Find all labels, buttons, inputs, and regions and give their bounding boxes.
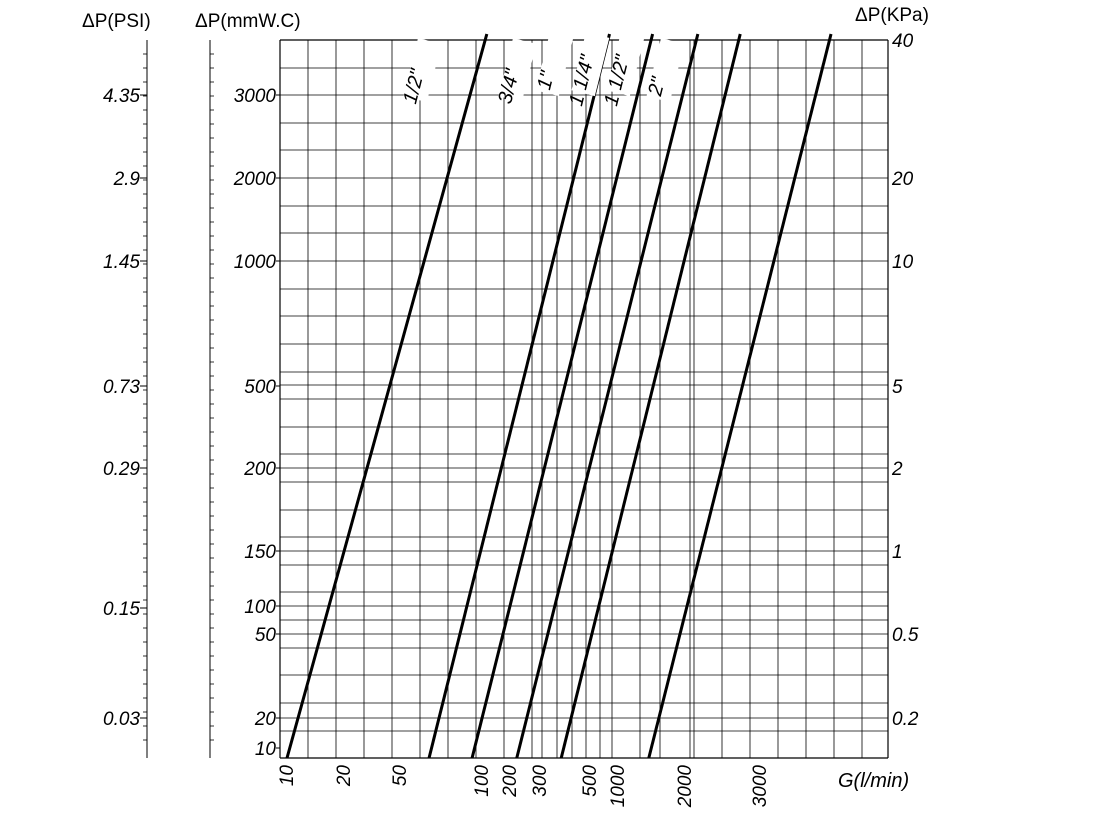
curve-label-background — [646, 38, 685, 103]
x-axis-label: G(l/min) — [838, 770, 909, 792]
x-tick-label: 500 — [580, 765, 601, 797]
kpa-tick-label: 20 — [891, 169, 914, 190]
x-tick-label: 50 — [390, 765, 411, 787]
curve-line — [515, 33, 700, 759]
y-tick-labels: 4.35 2.9 1.45 0.73 0.29 0.15 0.03 3000 2000 1000 5… — [103, 31, 919, 760]
kpa-tick-label: 0.5 — [892, 625, 919, 646]
psi-tick-label: 4.35 — [103, 86, 140, 107]
curve-line — [285, 33, 489, 759]
mmwc-tick-label: 10 — [255, 739, 277, 760]
psi-tick-label: 2.9 — [113, 169, 141, 190]
kpa-tick-label: 1 — [892, 542, 903, 563]
kpa-tick-label: 40 — [892, 31, 914, 52]
x-tick-label: 10 — [277, 765, 298, 787]
x-tick-label: 2000 — [675, 765, 696, 809]
x-tick-label: 100 — [472, 765, 493, 797]
curve-line — [559, 33, 742, 759]
psi-tick-label: 0.29 — [103, 459, 140, 480]
psi-axis-label: ΔP(PSI) — [82, 11, 151, 32]
kpa-axis-label: ΔP(KPa) — [855, 5, 929, 26]
psi-tick-label: 1.45 — [103, 252, 140, 273]
psi-tick-label: 0.15 — [103, 599, 140, 620]
mmwc-tick-label: 50 — [255, 625, 277, 646]
mmwc-tick-label: 1000 — [234, 252, 277, 273]
pipe-size-curves: 1/2" 3/4" 1" 1 1/4" 1 1/2" 2" — [285, 32, 833, 759]
curve-label-background — [498, 38, 537, 103]
x-tick-label: 20 — [334, 765, 355, 788]
kpa-tick-label: 10 — [892, 252, 914, 273]
kpa-tick-label: 0.2 — [892, 709, 919, 730]
mmwc-tick-label: 100 — [244, 597, 276, 618]
mmwc-tick-label: 500 — [244, 377, 276, 398]
curve-line — [647, 33, 833, 759]
x-tick-label: 300 — [530, 765, 551, 797]
psi-tick-label: 0.73 — [103, 377, 140, 398]
x-tick-label: 200 — [500, 765, 521, 798]
curve-line — [427, 33, 611, 759]
mmwc-tick-label: 200 — [243, 459, 276, 480]
mmwc-tick-label: 20 — [254, 709, 277, 730]
curve-label-background — [535, 32, 574, 97]
curve-label: 1" — [533, 68, 559, 92]
curve-label-background — [571, 32, 610, 97]
x-tick-label: 1000 — [608, 765, 629, 808]
curve-line — [470, 33, 655, 759]
mmwc-tick-label: 150 — [244, 542, 276, 563]
scale-minor-ticks — [140, 53, 280, 749]
x-tick-label: 3000 — [750, 765, 771, 808]
mmwc-tick-label: 2000 — [233, 169, 277, 190]
kpa-tick-label: 2 — [891, 459, 903, 480]
x-tick-labels: 10 20 50 100 200 300 500 1000 2000 3000 — [277, 765, 771, 809]
psi-tick-label: 0.03 — [103, 709, 140, 730]
chart-grid — [279, 39, 889, 759]
kpa-tick-label: 5 — [892, 377, 903, 398]
mmwc-tick-label: 3000 — [234, 86, 277, 107]
curve-label-background — [403, 38, 442, 103]
mmwc-axis-label: ΔP(mmW.C) — [195, 11, 301, 32]
curve-label-background — [606, 32, 645, 97]
